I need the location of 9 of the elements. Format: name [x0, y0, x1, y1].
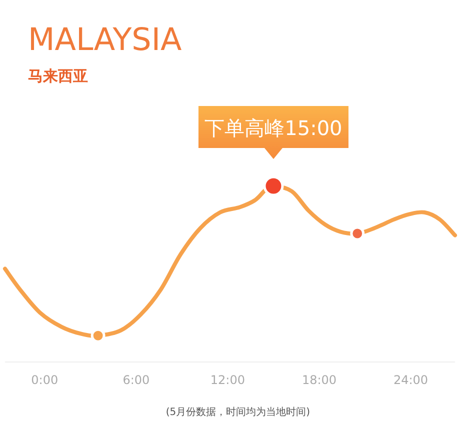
subtitle: 马来西亚: [28, 67, 88, 85]
xtick: 18:00: [302, 373, 337, 387]
xtick: 0:00: [31, 373, 58, 387]
annotation: (5月份数据，时间均为当地时间): [166, 407, 310, 418]
annotation: 下单高峰15:00: [204, 116, 342, 140]
xtick: 6:00: [122, 373, 150, 387]
title: MALAYSIA: [28, 22, 182, 58]
xtick: 24:00: [393, 373, 428, 387]
xtick: 12:00: [210, 373, 245, 387]
